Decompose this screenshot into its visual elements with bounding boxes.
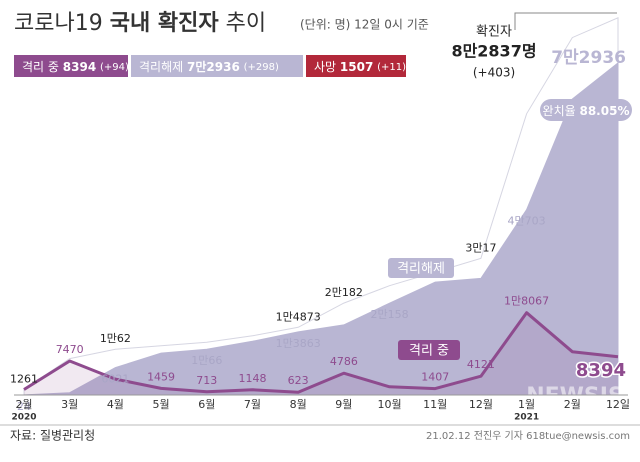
x-tick-label: 5월 <box>153 398 170 411</box>
series-name: 격리 중 <box>409 344 449 359</box>
x-tick-label: 11월 <box>423 398 447 411</box>
total-change: (+403) <box>473 66 515 80</box>
x-tick-label: 12월 <box>469 398 493 411</box>
series-name: 격리해제 <box>397 262 445 277</box>
credit: 21.02.12 전진우 기자 618tue@newsis.com <box>426 430 630 442</box>
value-label: 1만62 <box>100 332 131 345</box>
value-label: 4786 <box>330 355 358 368</box>
value-label: 2만182 <box>325 286 363 299</box>
plot: 1261 1만62 1만4873 2만182 3만17 24 6021 1만66 1만3863 2… <box>10 17 628 413</box>
value-label: 1만66 <box>191 354 222 367</box>
value-label: 713 <box>196 374 217 387</box>
legend-change: (+94) <box>100 62 129 73</box>
value-label: 8394 <box>576 360 626 381</box>
legend-label: 격리해제 <box>139 60 183 74</box>
source: 자료: 질병관리청 <box>10 429 95 443</box>
value-label: 1148 <box>238 372 266 385</box>
subtitle: (단위: 명) 12일 0시 기준 <box>300 18 429 32</box>
x-tick-label: 12일 <box>606 397 630 411</box>
recovery-label: 완치율 <box>543 104 576 118</box>
series-tag <box>398 340 460 360</box>
bracket <box>514 12 617 30</box>
x-year-label: 2020 <box>11 413 36 423</box>
x-year-label: 2021 <box>514 413 539 423</box>
value-label: 24 <box>17 400 31 413</box>
watermark: NEWSIS <box>526 384 624 409</box>
total-value: 8만2837명 <box>451 42 536 61</box>
legend-value: 8394 <box>63 60 96 74</box>
value-label: 3만17 <box>465 241 496 254</box>
legend-entry: 사망 1507 (+11) <box>314 60 406 74</box>
title-part: 국내 확진자 <box>110 11 220 36</box>
value-label: 4121 <box>467 358 495 371</box>
legend-entry: 격리 중 8394 (+94) <box>22 60 129 74</box>
value-label: 4만703 <box>508 215 546 228</box>
value-label: 2만158 <box>370 308 408 321</box>
x-tick-label: 2월 <box>564 398 581 411</box>
legend-box <box>14 55 128 77</box>
value-label: 1만8067 <box>504 295 549 308</box>
legend-label: 사망 <box>314 60 336 74</box>
value-label: 7470 <box>56 343 84 356</box>
x-tick-label: 2월 <box>15 398 32 411</box>
x-tick-label: 7월 <box>244 398 261 411</box>
legend-value: 1507 <box>340 60 373 74</box>
x-tick-label: 8월 <box>290 398 307 411</box>
x-tick-label: 3월 <box>61 398 78 411</box>
legend-entry: 격리해제 7만2936 (+298) <box>139 59 279 74</box>
released-area <box>23 61 619 396</box>
x-tick-label: 9월 <box>335 398 352 411</box>
legend-change: (+298) <box>244 62 279 73</box>
value-label: 7만2936 <box>551 48 626 68</box>
x-tick-label: 6월 <box>198 398 215 411</box>
recovery-badge <box>540 99 632 121</box>
legend-box <box>306 55 406 77</box>
value-label: 1407 <box>421 371 449 384</box>
x-tick-label: 10월 <box>377 398 401 411</box>
isolating-area <box>24 312 618 395</box>
total-label: 확진자 <box>476 25 512 40</box>
value-label: 1만4873 <box>276 310 321 323</box>
title-part: 추이 <box>226 11 266 36</box>
value-label: 1261 <box>10 372 38 385</box>
recovery-value: 88.05% <box>579 104 629 118</box>
value-label: 6021 <box>101 373 129 386</box>
recovery-rate: 완치율 88.05% <box>543 104 630 118</box>
series-tag <box>388 258 454 278</box>
legend: 격리 중 8394 (+94) 격리해제 7만2936 (+298) 사망 1507… <box>14 55 406 77</box>
title-part: 코로나19 <box>14 11 103 36</box>
x-tick-label: 1월 <box>518 398 535 411</box>
value-label: 1만3863 <box>276 337 321 350</box>
chart-title: 코로나19 국내 확진자 추이 <box>14 11 266 36</box>
legend-label: 격리 중 <box>22 60 59 74</box>
legend-box <box>131 55 303 77</box>
legend-value: 7만2936 <box>187 59 240 74</box>
value-label: 623 <box>288 374 309 387</box>
value-label: 1459 <box>147 370 175 383</box>
x-tick-label: 4월 <box>107 398 124 411</box>
isolating-line <box>23 311 619 394</box>
legend-change: (+11) <box>377 62 406 73</box>
